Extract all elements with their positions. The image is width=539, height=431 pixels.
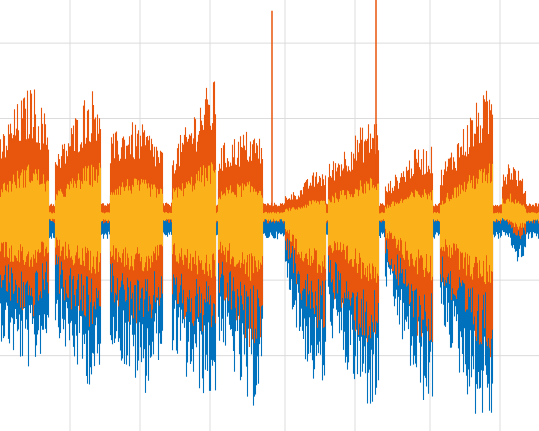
series-yellow: [0, 162, 539, 284]
series-2-trace: [0, 162, 539, 284]
